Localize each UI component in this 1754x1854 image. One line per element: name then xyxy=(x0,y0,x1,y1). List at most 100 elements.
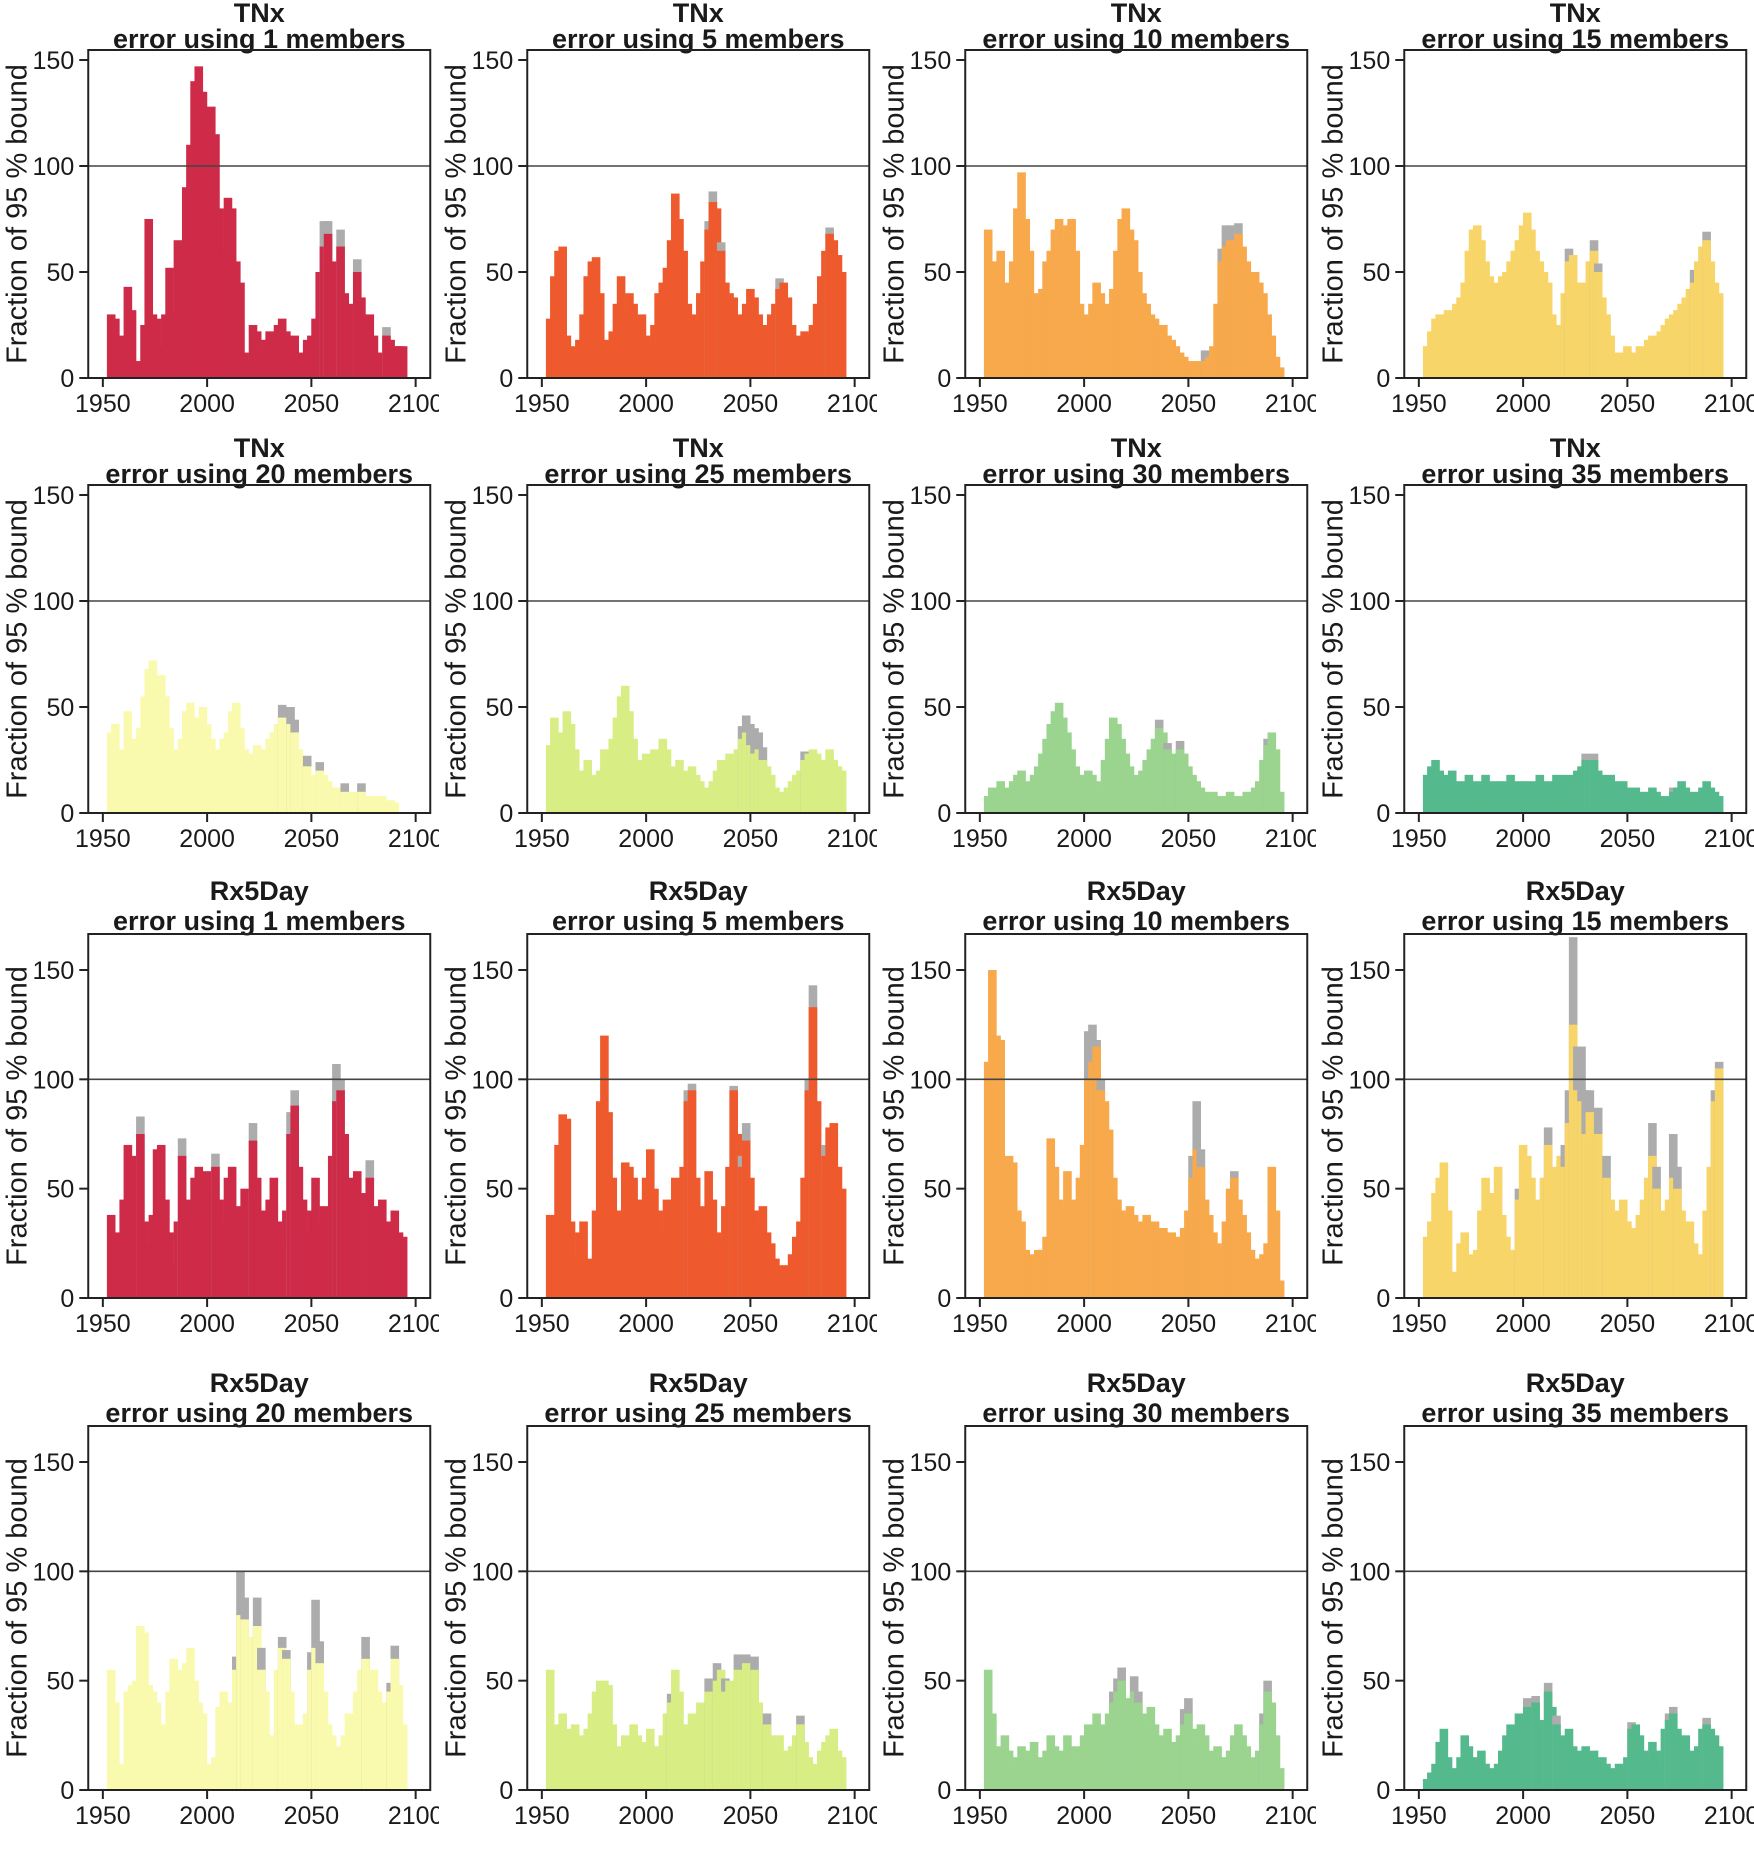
panel-tnx-10-members: TNx error using 10 members Fraction of 95 … xyxy=(877,0,1316,435)
panel-rx5day-15-members: Rx5Day error using 15 members Fraction of … xyxy=(1316,870,1754,1362)
panel-rx5day-25-members: Rx5Day error using 25 members Fraction of … xyxy=(439,1362,877,1854)
panel-tnx-1-members: TNx error using 1 members Fraction of 95 %… xyxy=(0,0,439,435)
y-tick-label: 150 xyxy=(1348,957,1390,985)
y-axis-label: Fraction of 95 % bound xyxy=(878,1458,910,1758)
x-tick-label: 2100 xyxy=(388,390,439,418)
value-bar xyxy=(398,346,408,378)
y-axis-label: Fraction of 95 % bound xyxy=(878,499,910,799)
y-tick-label: 150 xyxy=(33,47,75,75)
y-tick-label: 150 xyxy=(1348,1449,1390,1477)
panel-tnx-30-members: TNx error using 30 members Fraction of 95 … xyxy=(877,435,1315,870)
x-tick-label: 2100 xyxy=(826,390,877,418)
x-tick-label: 2000 xyxy=(1056,1310,1112,1338)
panel-tnx-25-members: TNx error using 25 members Fraction of 95 … xyxy=(439,435,877,870)
x-tick-label: 2050 xyxy=(722,825,778,853)
x-tick-label: 2000 xyxy=(1495,390,1551,418)
value-bar xyxy=(837,272,846,378)
x-tick-label: 1950 xyxy=(1391,1310,1447,1338)
panel-title-members: error using 5 members xyxy=(551,906,844,936)
plot-box xyxy=(87,484,432,814)
value-bar xyxy=(1275,1768,1285,1790)
x-tick-label: 1950 xyxy=(952,1802,1008,1830)
y-tick-label: 0 xyxy=(60,365,74,393)
x-tick-label: 2050 xyxy=(1599,1802,1655,1830)
panel-tnx-20-members: TNx error using 20 members Fraction of 95 … xyxy=(0,435,438,870)
y-tick-label: 50 xyxy=(923,694,951,722)
plot-box xyxy=(525,933,870,1299)
y-tick-label: 50 xyxy=(46,259,74,287)
panel-rx5day-20-members: Rx5Day error using 20 members Fraction of … xyxy=(0,1362,438,1854)
y-tick-label: 150 xyxy=(33,957,75,985)
panel-rx5day-35-members: Rx5Day error using 35 members Fraction of … xyxy=(1316,1362,1754,1854)
plot-box xyxy=(1402,484,1747,814)
y-axis-label: Fraction of 95 % bound xyxy=(1,966,33,1266)
y-tick-label: 0 xyxy=(937,1777,951,1805)
panel-title-members: error using 25 members xyxy=(544,1398,852,1428)
value-bar xyxy=(398,1236,408,1298)
y-tick-label: 150 xyxy=(910,482,952,510)
y-tick-label: 0 xyxy=(1376,365,1390,393)
y-axis-label: Fraction of 95 % bound xyxy=(440,64,472,364)
panel-tnx-5-members: TNx error using 5 members Fraction of 95 %… xyxy=(439,0,877,435)
panel-rx5day-5-members: Rx5Day error using 5 members Fraction of 9… xyxy=(439,870,877,1362)
x-tick-label: 1950 xyxy=(514,390,570,418)
y-tick-label: 150 xyxy=(910,1449,952,1477)
y-tick-label: 50 xyxy=(485,259,513,287)
plot-box xyxy=(964,1425,1309,1791)
y-tick-label: 50 xyxy=(46,694,74,722)
y-tick-label: 100 xyxy=(910,1558,952,1586)
bars-group xyxy=(983,1667,1285,1790)
value-bar xyxy=(837,1188,846,1298)
bars-group xyxy=(983,702,1285,813)
y-tick-label: 100 xyxy=(33,1066,75,1094)
y-tick-label: 50 xyxy=(1362,259,1390,287)
y-tick-label: 100 xyxy=(471,153,513,181)
x-tick-label: 2000 xyxy=(618,1310,674,1338)
panel-title-variable: Rx5Day xyxy=(1525,876,1624,906)
y-tick-label: 100 xyxy=(1348,1066,1390,1094)
y-tick-label: 100 xyxy=(471,1558,513,1586)
y-tick-label: 150 xyxy=(1348,47,1390,75)
y-tick-label: 100 xyxy=(33,1558,75,1586)
bars-group xyxy=(545,985,846,1298)
y-tick-label: 50 xyxy=(1362,1176,1390,1204)
value-bar xyxy=(1275,1280,1285,1298)
value-bar xyxy=(1271,1735,1281,1790)
x-tick-label: 2050 xyxy=(1599,390,1655,418)
y-tick-label: 0 xyxy=(937,365,951,393)
x-tick-label: 2100 xyxy=(1703,390,1754,418)
y-tick-label: 50 xyxy=(923,259,951,287)
x-tick-label: 2000 xyxy=(1056,390,1112,418)
x-tick-label: 2000 xyxy=(179,1802,235,1830)
x-tick-label: 2100 xyxy=(826,1802,877,1830)
y-tick-label: 50 xyxy=(485,694,513,722)
bars-group xyxy=(106,1064,408,1298)
panel-title-variable: Rx5Day xyxy=(648,876,747,906)
x-tick-label: 2100 xyxy=(1703,1310,1754,1338)
x-tick-label: 2100 xyxy=(826,1310,877,1338)
y-tick-label: 0 xyxy=(1376,1285,1390,1313)
x-tick-label: 2000 xyxy=(179,390,235,418)
value-bar xyxy=(1714,1068,1723,1298)
value-bar xyxy=(144,219,154,378)
y-axis-label: Fraction of 95 % bound xyxy=(440,966,472,1266)
x-tick-label: 2050 xyxy=(722,1310,778,1338)
x-tick-label: 2050 xyxy=(284,390,340,418)
x-tick-label: 2050 xyxy=(722,1802,778,1830)
y-tick-label: 100 xyxy=(471,1066,513,1094)
y-axis-label: Fraction of 95 % bound xyxy=(1,1458,33,1758)
x-tick-label: 2050 xyxy=(284,825,340,853)
x-tick-label: 2000 xyxy=(618,1802,674,1830)
y-tick-label: 100 xyxy=(471,588,513,616)
panel-title-variable: TNx xyxy=(234,0,285,28)
x-tick-label: 2100 xyxy=(1265,390,1316,418)
y-tick-label: 100 xyxy=(33,588,75,616)
y-tick-label: 150 xyxy=(471,482,513,510)
